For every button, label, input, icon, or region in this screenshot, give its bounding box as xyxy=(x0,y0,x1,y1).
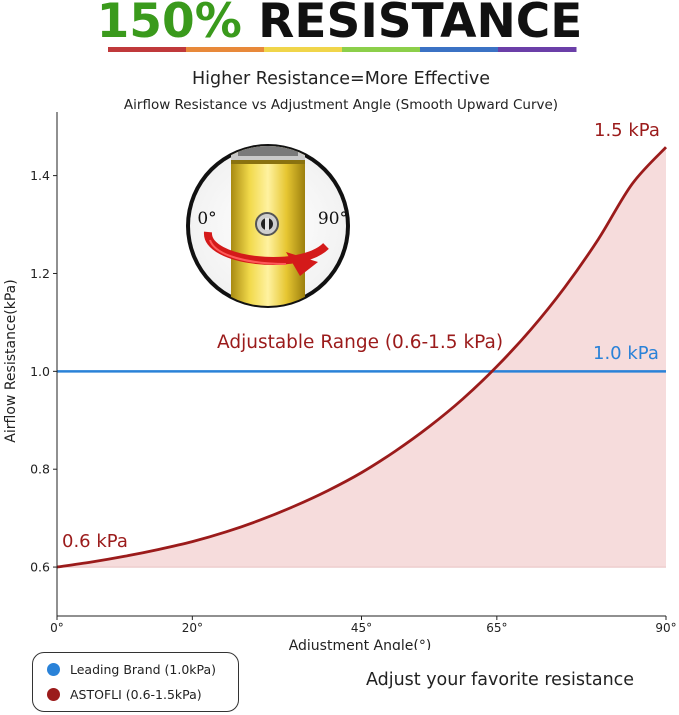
legend-label: ASTOFLI (0.6-1.5kPa) xyxy=(70,687,202,702)
resistance-chart: Higher Resistance=More Effective Airflow… xyxy=(3,69,677,650)
range-annotation: Adjustable Range (0.6-1.5 kPa) xyxy=(217,332,503,353)
x-axis-label: Adjustment Angle(°) xyxy=(289,638,432,650)
tagline: Adjust your favorite resistance xyxy=(365,670,635,690)
legend-label: Leading Brand (1.0kPa) xyxy=(70,662,217,677)
rainbow-segment xyxy=(498,47,577,52)
rainbow-segment xyxy=(186,47,265,52)
x-tick-label: 20° xyxy=(182,621,203,635)
astofli-curve xyxy=(56,146,668,569)
y-axis-label: Airflow Resistance(kPa) xyxy=(3,279,19,442)
y-tick-label: 0.8 xyxy=(30,462,50,477)
x-tick-label: 45° xyxy=(351,621,372,635)
y-tick-label: 0.6 xyxy=(30,560,50,575)
headline: 150% RESISTANCE xyxy=(0,0,679,46)
knob-right-label: 90° xyxy=(318,209,348,229)
legend-item-leading-brand: Leading Brand (1.0kPa) xyxy=(47,662,216,677)
legend-item-astofli: ASTOFLI (0.6-1.5kPa) xyxy=(47,687,202,702)
y-tick-label: 1.2 xyxy=(30,266,50,281)
headline-word: RESISTANCE xyxy=(241,0,583,49)
rainbow-segment xyxy=(342,47,421,52)
chart-title: Higher Resistance=More Effective xyxy=(192,69,490,89)
rainbow-bar xyxy=(108,47,577,52)
legend-dot-blue xyxy=(47,663,60,676)
max-annotation: 1.5 kPa xyxy=(594,120,660,141)
brand-annotation: 1.0 kPa xyxy=(593,343,659,364)
legend-dot-red xyxy=(47,688,60,701)
rainbow-segment xyxy=(108,47,187,52)
rainbow-segment xyxy=(420,47,499,52)
knob-left-label: 0° xyxy=(197,209,216,229)
x-tick-label: 90° xyxy=(655,621,676,635)
legend: Leading Brand (1.0kPa) ASTOFLI (0.6-1.5k… xyxy=(32,652,239,712)
y-tick-label: 1.4 xyxy=(30,168,50,183)
rainbow-segment xyxy=(264,47,343,52)
min-annotation: 0.6 kPa xyxy=(62,531,128,552)
knob-illustration: 0° 90° xyxy=(186,144,350,308)
x-tick-label: 65° xyxy=(486,621,507,635)
headline-percent: 150% xyxy=(96,0,242,49)
range-area xyxy=(57,147,666,568)
y-tick-label: 1.0 xyxy=(30,364,50,379)
x-tick-label: 0° xyxy=(50,621,64,635)
chart-subtitle: Airflow Resistance vs Adjustment Angle (… xyxy=(124,97,558,113)
